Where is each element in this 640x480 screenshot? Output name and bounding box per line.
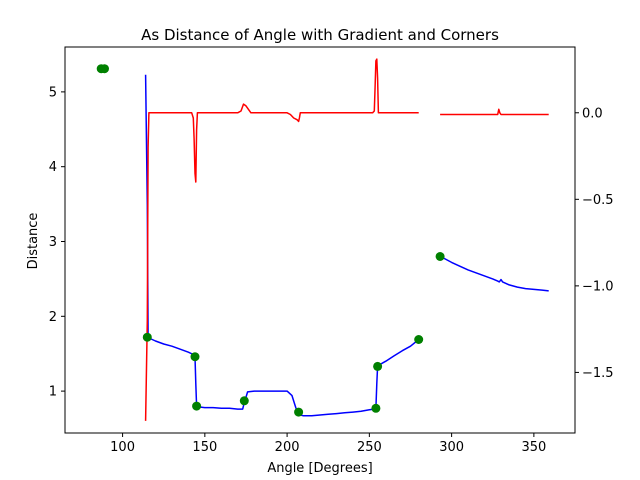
y2-tick-label: −1.0 [582, 279, 614, 294]
x-tick-label: 350 [521, 440, 546, 455]
corner-point [435, 252, 445, 261]
corner-point [414, 335, 424, 344]
y-tick-label: 2 [49, 310, 57, 325]
plot-area [96, 58, 549, 421]
gradient-line-0 [144, 58, 419, 421]
corner-point [239, 396, 249, 406]
corner-point [100, 64, 109, 74]
gradient-line-1 [440, 108, 549, 116]
y-tick-label: 3 [49, 235, 57, 250]
x-tick-label: 100 [110, 440, 135, 455]
y2-tick-label: 0.0 [582, 106, 603, 121]
y-tick-label: 5 [49, 85, 57, 100]
y2-tick-label: −0.5 [582, 193, 614, 208]
x-tick-label: 150 [192, 440, 217, 455]
corner-point [190, 352, 200, 362]
distance-line-1 [439, 255, 549, 292]
x-tick-label: 300 [439, 440, 464, 455]
y2-tick-label: −1.5 [582, 366, 614, 381]
y-axis-label: Distance [26, 213, 41, 270]
plot-frame [64, 46, 576, 434]
x-axis: 100 150 200 250 300 350 [110, 433, 546, 455]
x-tick-label: 250 [357, 440, 382, 455]
corner-point [192, 401, 202, 411]
y-axis-right: 0.0 −0.5 −1.0 −1.5 [575, 106, 614, 381]
y-axis-left: 1 2 3 4 5 [49, 85, 65, 400]
x-tick-label: 200 [275, 440, 300, 455]
corner-point [373, 361, 383, 371]
y-tick-label: 1 [49, 385, 57, 400]
corner-point [294, 407, 304, 417]
chart-title: As Distance of Angle with Gradient and C… [141, 26, 499, 44]
corner-point [142, 332, 152, 342]
y-tick-label: 4 [49, 160, 57, 175]
corner-point [371, 403, 381, 413]
x-axis-label: Angle [Degrees] [267, 461, 372, 476]
